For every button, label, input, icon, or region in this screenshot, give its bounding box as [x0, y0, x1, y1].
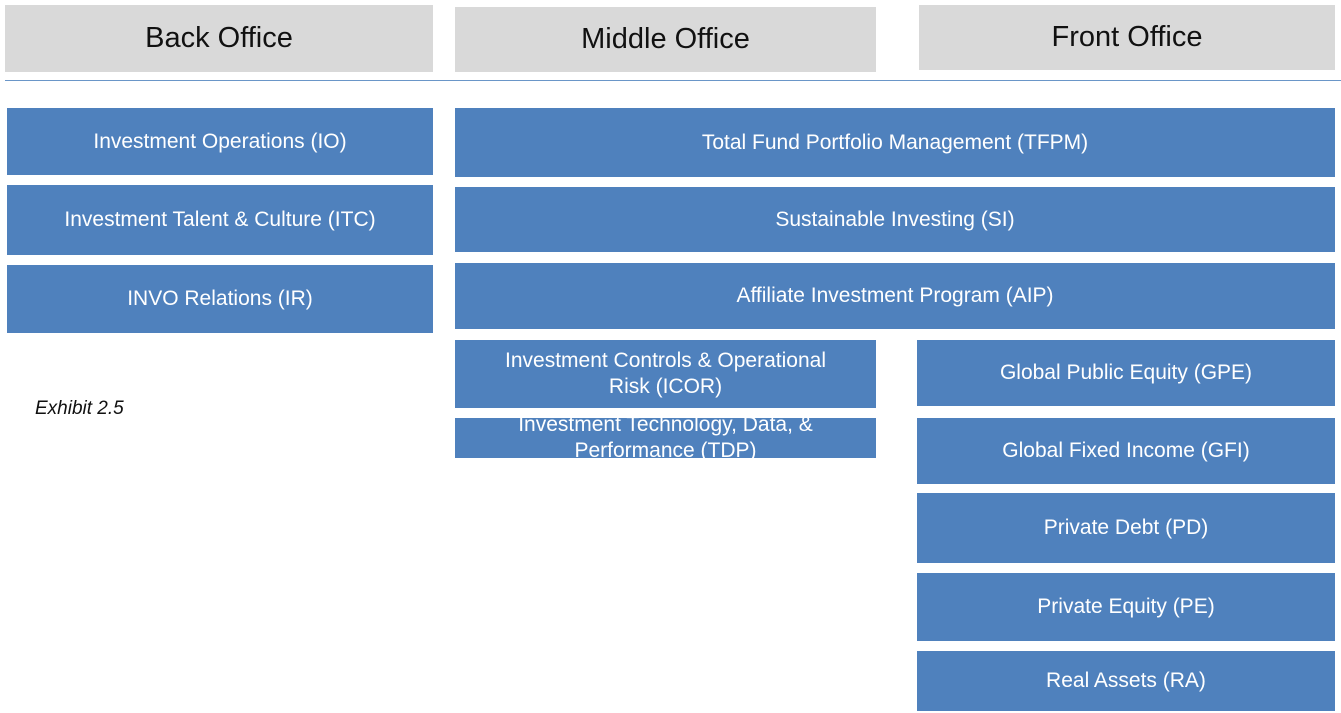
unit-box: Investment Technology, Data, & Performan…	[455, 413, 876, 462]
unit-box: Investment Operations (IO)	[7, 108, 433, 175]
column-header: Front Office	[919, 5, 1335, 70]
unit-box: Private Debt (PD)	[917, 493, 1335, 563]
column-header: Back Office	[5, 5, 433, 72]
unit-box: INVO Relations (IR)	[7, 265, 433, 333]
unit-box: Global Public Equity (GPE)	[917, 340, 1335, 406]
unit-box: Investment Talent & Culture (ITC)	[7, 185, 433, 255]
exhibit-label: Exhibit 2.5	[35, 398, 124, 419]
unit-box: Global Fixed Income (GFI)	[917, 418, 1335, 484]
unit-box: Sustainable Investing (SI)	[455, 187, 1335, 252]
unit-box: Investment Controls & Operational Risk (…	[455, 340, 876, 408]
divider	[5, 80, 1341, 81]
unit-box: Real Assets (RA)	[917, 651, 1335, 711]
column-header: Middle Office	[455, 7, 876, 72]
unit-box: Private Equity (PE)	[917, 573, 1335, 641]
unit-box: Total Fund Portfolio Management (TFPM)	[455, 108, 1335, 177]
unit-box: Affiliate Investment Program (AIP)	[455, 263, 1335, 329]
